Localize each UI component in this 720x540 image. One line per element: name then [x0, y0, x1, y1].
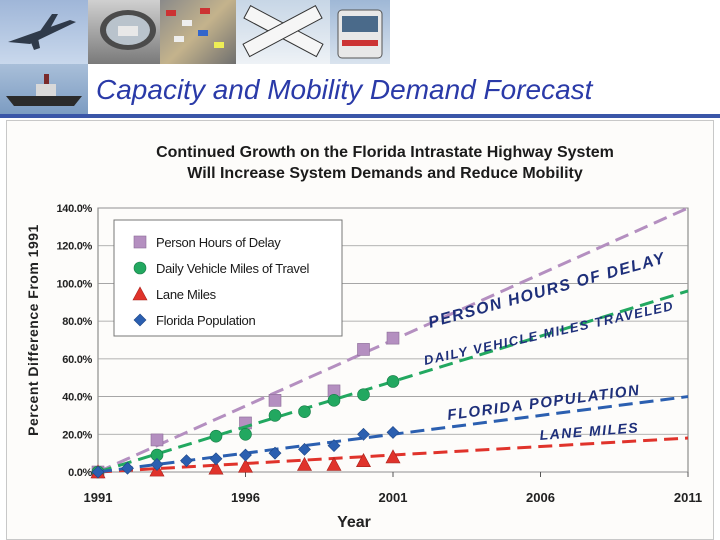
- x-tick-label: 1996: [231, 490, 260, 505]
- traffic-photo: [160, 0, 236, 64]
- legend-marker: [133, 313, 147, 327]
- legend-marker: [133, 235, 147, 249]
- daily-vehicle-miles-of-travel-point: [239, 427, 252, 441]
- lane-miles-point: [208, 460, 224, 475]
- florida-population-point: [327, 439, 341, 453]
- daily-vehicle-miles-of-travel-point: [327, 394, 341, 407]
- daily-vehicle-miles-of-travel-point: [268, 409, 282, 422]
- florida-population-trend-label: FLORIDA POPULATION: [446, 382, 641, 424]
- bus-photo: [330, 0, 390, 64]
- florida-population-point: [180, 454, 193, 468]
- y-tick-label: 100.0%: [56, 278, 92, 290]
- florida-population-point: [357, 427, 370, 441]
- daily-vehicle-miles-of-travel-point: [357, 388, 370, 401]
- chart-title-line-2: Will Increase System Demands and Reduce …: [187, 165, 583, 182]
- x-tick-label: 2006: [526, 490, 555, 505]
- daily-vehicle-miles-of-travel-trend-line: [97, 289, 689, 474]
- airplane-icon: [8, 14, 76, 50]
- person-hours-of-delay-point: [268, 394, 282, 407]
- legend-label: Person Hours of Delay: [156, 235, 281, 250]
- truck-mirror-photo: [88, 0, 160, 64]
- daily-vehicle-miles-of-travel-point: [209, 429, 223, 443]
- daily-vehicle-miles-of-travel-point: [386, 375, 400, 388]
- florida-population-point: [209, 452, 223, 466]
- lane-miles-point: [355, 453, 372, 467]
- florida-population-point: [386, 425, 400, 439]
- florida-population-point: [150, 458, 164, 471]
- person-hours-of-delay-point: [386, 331, 400, 345]
- legend-marker: [133, 261, 147, 275]
- y-tick-label: 140.0%: [56, 203, 92, 215]
- y-tick-label: 60.0%: [62, 354, 92, 366]
- y-tick-label: 120.0%: [56, 241, 92, 253]
- traffic-icon: [166, 8, 224, 48]
- x-tick-label: 2001: [379, 490, 408, 505]
- mirror-icon: [100, 10, 156, 50]
- legend-label: Florida Population: [156, 313, 255, 328]
- bus-icon: [337, 9, 383, 59]
- lane-miles-point: [385, 449, 401, 464]
- y-tick-label: 40.0%: [62, 392, 92, 404]
- chart-title-line-1: Continued Growth on the Florida Intrasta…: [156, 144, 614, 161]
- x-axis-title: Year: [337, 514, 371, 531]
- y-tick-label: 20.0%: [62, 429, 92, 441]
- florida-population-point: [239, 448, 252, 462]
- person-hours-of-delay-point: [150, 433, 164, 447]
- x-tick-label: 1991: [84, 490, 113, 505]
- person-hours-of-delay-point: [357, 343, 370, 356]
- y-axis-title: Percent Difference From 1991: [25, 224, 41, 436]
- florida-population-point: [121, 461, 134, 475]
- railroad-crossing-photo: [236, 0, 330, 64]
- legend-box: [113, 219, 343, 337]
- lane-miles-point: [237, 458, 254, 473]
- legend-marker: [132, 286, 148, 301]
- ship-photo: [0, 64, 88, 114]
- y-tick-label: 80.0%: [62, 316, 92, 328]
- legend-label: Daily Vehicle Miles of Travel: [156, 261, 310, 276]
- florida-population-point: [91, 465, 105, 479]
- ship-icon: [6, 74, 82, 106]
- lane-miles-trend-label: LANE MILES: [539, 419, 640, 443]
- airplane-photo: [0, 0, 88, 64]
- y-tick-label: 0.0%: [68, 467, 92, 479]
- florida-population-point: [268, 446, 282, 460]
- lane-miles-point: [296, 456, 313, 471]
- x-tick-label: 2011: [674, 490, 702, 505]
- legend-label: Lane Miles: [156, 287, 217, 302]
- florida-population-point: [298, 442, 311, 456]
- title-divider: [0, 114, 720, 118]
- lane-miles-point: [326, 456, 342, 471]
- crossing-sign-icon: [242, 5, 324, 58]
- slide-title: Capacity and Mobility Demand Forecast: [96, 74, 593, 105]
- chart-title: Continued Growth on the Florida Intrasta…: [60, 142, 710, 184]
- daily-vehicle-miles-of-travel-point: [298, 405, 311, 418]
